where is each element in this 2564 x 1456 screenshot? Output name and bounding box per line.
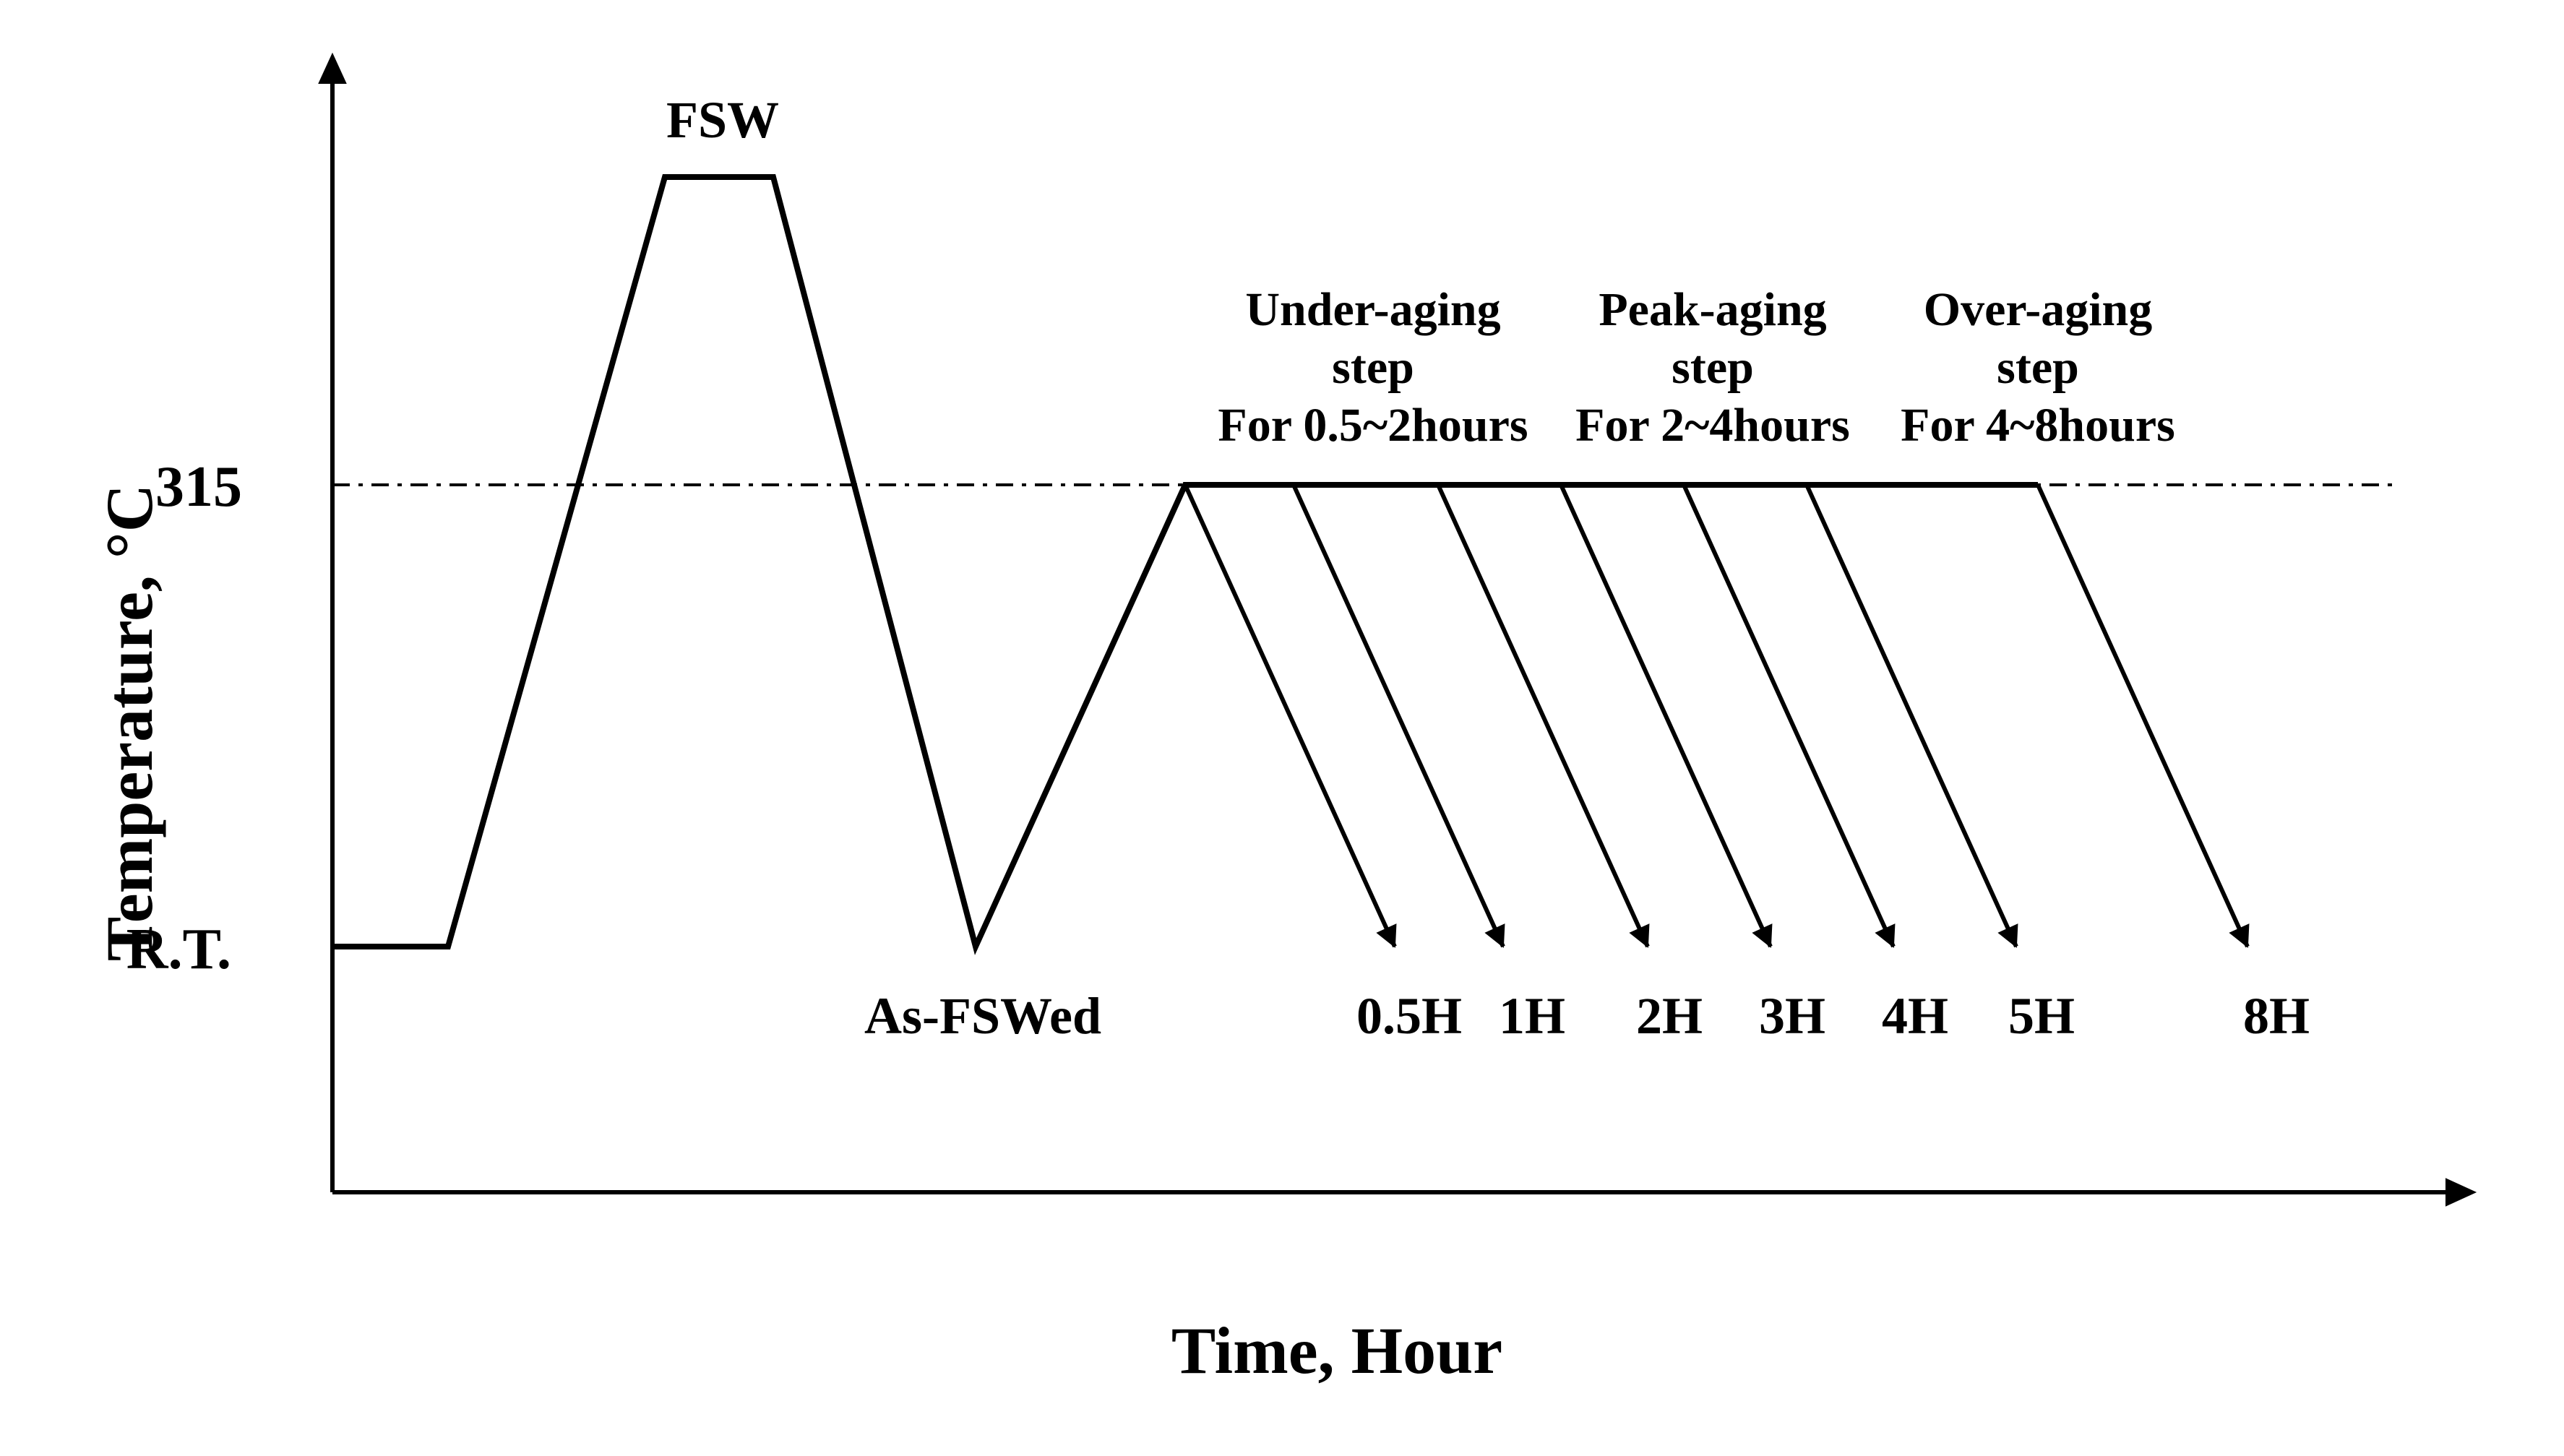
over-aging-duration: For 4~8hours <box>1901 399 2175 452</box>
peak-aging-title: Peak-aging <box>1599 283 1826 336</box>
over-aging-title: Over-aging <box>1924 283 2153 336</box>
fsw-label: FSW <box>666 91 779 149</box>
y-tick-315: 315 <box>155 455 242 519</box>
peak-aging-step: step <box>1672 341 1754 394</box>
cooling-duration-label: 4H <box>1882 987 1948 1045</box>
heat-treatment-diagram: 0.5H 1H 2H 3H 4H 5H 8H Temperature, °C Time, H… <box>0 0 2564 1456</box>
peak-aging-duration: For 2~4hours <box>1575 399 1850 452</box>
cooling-duration-label: 2H <box>1636 987 1703 1045</box>
cooling-arrows-group: 0.5H 1H 2H 3H 4H 5H 8H <box>1185 485 2310 1045</box>
x-axis-label: Time, Hour <box>1171 1314 1502 1387</box>
cooling-arrow-line <box>1684 485 1893 947</box>
cooling-duration-label: 5H <box>2008 987 2075 1045</box>
cooling-arrow-line <box>1807 485 2016 947</box>
cooling-duration-label: 1H <box>1499 987 1565 1045</box>
under-aging-duration: For 0.5~2hours <box>1218 399 1528 452</box>
cooling-duration-label: 0.5H <box>1356 987 1462 1045</box>
y-tick-rt: R.T. <box>126 918 231 981</box>
as-fswed-label: As-FSWed <box>864 987 1101 1045</box>
cooling-arrow-line <box>1561 485 1771 947</box>
cooling-duration-label: 3H <box>1759 987 1825 1045</box>
cooling-arrow-line <box>1185 485 1395 947</box>
cooling-duration-label: 8H <box>2243 987 2310 1045</box>
y-axis-label: Temperature, °C <box>93 484 166 961</box>
over-aging-step: step <box>1997 341 2079 394</box>
x-axis-arrowhead <box>2445 1178 2477 1207</box>
under-aging-step: step <box>1332 341 1414 394</box>
under-aging-title: Under-aging <box>1245 283 1500 336</box>
y-axis-arrowhead <box>318 53 347 84</box>
cooling-arrow-line <box>2038 485 2247 947</box>
